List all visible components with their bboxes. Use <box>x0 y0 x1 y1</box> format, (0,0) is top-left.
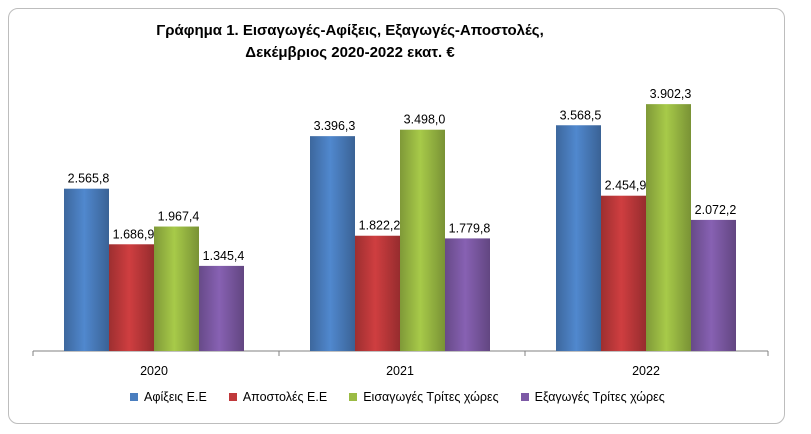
chart-title: Γράφημα 1. Εισαγωγές-Αφίξεις, Εξαγωγές-Α… <box>156 22 544 39</box>
data-label: 3.568,5 <box>560 108 602 122</box>
bar <box>646 104 691 351</box>
legend-swatch <box>228 393 237 401</box>
legend-swatch <box>520 393 529 401</box>
bar <box>400 129 445 351</box>
bar <box>109 244 154 351</box>
data-label: 1.779,8 <box>449 221 491 235</box>
legend-item: Αποστολές Ε.Ε <box>228 390 328 404</box>
data-label: 2.072,2 <box>695 203 737 217</box>
legend-item: Αφίξεις Ε.Ε <box>130 390 207 404</box>
legend-label: Εισαγωγές Τρίτες χώρες <box>363 390 499 404</box>
bar <box>355 235 400 351</box>
legend-item: Εξαγωγές Τρίτες χώρες <box>520 390 665 404</box>
data-label: 3.498,0 <box>404 113 446 127</box>
legend-swatch <box>130 393 138 401</box>
data-label: 1.686,9 <box>113 227 155 241</box>
x-tick-label: 2020 <box>140 364 168 378</box>
bar <box>64 188 109 351</box>
bar <box>445 238 490 351</box>
legend-label: Αποστολές Ε.Ε <box>242 390 328 404</box>
bar <box>601 195 646 351</box>
legend-swatch <box>349 393 358 401</box>
bar <box>310 136 355 351</box>
data-label: 3.396,3 <box>314 119 356 133</box>
chart-subtitle: Δεκέμβριος 2020-2022 εκατ. € <box>245 44 455 61</box>
data-label: 1.345,4 <box>203 249 245 263</box>
bar <box>199 265 244 351</box>
chart-title-block: Γράφημα 1. Εισαγωγές-Αφίξεις, Εξαγωγές-Α… <box>110 20 590 64</box>
data-label: 3.902,3 <box>650 87 692 101</box>
bar <box>556 125 601 351</box>
data-label: 2.454,9 <box>605 179 647 193</box>
data-label: 1.822,2 <box>359 219 401 233</box>
bar <box>691 219 736 351</box>
x-tick-label: 2021 <box>386 364 414 378</box>
legend-item: Εισαγωγές Τρίτες χώρες <box>349 390 499 404</box>
legend-label: Εξαγωγές Τρίτες χώρες <box>534 390 665 404</box>
x-tick-label: 2022 <box>632 364 660 378</box>
data-label: 1.967,4 <box>158 210 200 224</box>
chart-legend: Αφίξεις Ε.Ε Αποστολές Ε.Ε Εισαγωγές Τρίτες… <box>130 390 687 404</box>
legend-label: Αφίξεις Ε.Ε <box>144 390 207 404</box>
data-label: 2.565,8 <box>68 172 110 186</box>
bar <box>154 226 199 351</box>
